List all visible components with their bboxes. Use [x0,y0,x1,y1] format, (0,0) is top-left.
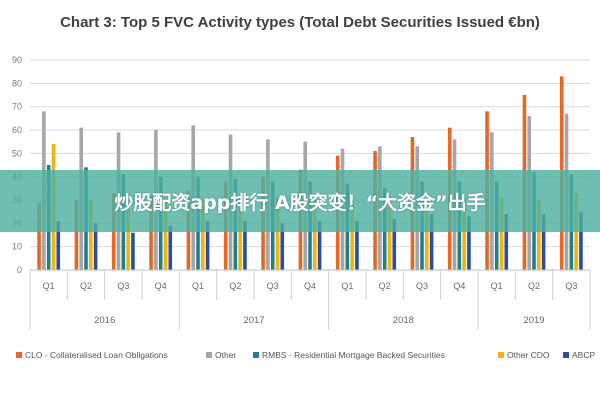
bar [429,214,434,270]
bar [462,197,466,270]
x-tick-label: Q3 [565,281,577,291]
bar [149,195,153,270]
bar [168,225,173,270]
bar [317,221,322,270]
x-tick-label: Q1 [341,281,353,291]
bar [541,214,546,270]
legend-label: CLO - Collateralised Loan Obligations [25,350,168,360]
y-tick-label: 60 [12,125,22,135]
legend-swatch [206,352,212,358]
x-tick-label: Q1 [43,281,55,291]
x-tick-label: Q2 [528,281,540,291]
bar [201,200,205,270]
bar [238,195,242,270]
bar [74,200,79,270]
x-axis: Q1 Q2 Q3 Q4 Q1 Q2 Q3 Q4 Q1 Q2 Q3 Q4 Q1 Q2 Q3 2016 2017 20… [29,269,591,330]
bar [93,223,98,270]
y-tick-label: 10 [12,242,22,252]
bar [163,197,168,270]
year-label: 2019 [523,315,544,326]
y-axis-ticks: 0102030405060708090 [12,55,22,275]
bar [504,214,509,270]
bar [392,218,397,270]
bar [243,221,247,270]
x-tick-label: Q1 [192,281,204,291]
legend-label: Other CDO [507,350,550,360]
year-label: 2017 [243,315,264,326]
x-tick-label: Q4 [304,281,316,291]
bar [313,200,317,270]
y-tick-label: 80 [12,78,22,88]
x-tick-label: Q2 [80,281,92,291]
year-label: 2016 [94,315,115,326]
x-tick-label: Q2 [229,281,241,291]
x-tick-label: Q1 [491,281,503,291]
legend-label: Other [215,350,236,360]
bar [56,221,61,270]
y-tick-label: 0 [17,265,22,275]
legend-label: RMBS - Residential Mortgage Backed Secur… [262,350,445,360]
bar [89,200,93,270]
x-tick-label: Q2 [379,281,391,291]
x-tick-label: Q3 [416,281,428,291]
overlay-banner-text: 炒股配资app排行 A股突变！“大资金”出手 [114,191,486,214]
bar [350,200,354,270]
bar [499,197,504,270]
bar [467,216,471,270]
bar [579,211,583,270]
legend: CLO - Collateralised Loan Obligations Oth… [16,350,595,360]
x-tick-label: Q3 [117,281,129,291]
bar [131,232,135,270]
bar [280,223,285,270]
bar [275,197,280,270]
overlay-banner[interactable]: 炒股配资app排行 A股突变！“大资金”出手 [0,170,600,232]
bar [387,197,392,270]
bar [205,221,210,270]
bar [355,221,359,270]
x-tick-label: Q4 [155,281,167,291]
x-tick-label: Q3 [267,281,279,291]
bar [126,207,130,270]
bar [425,200,429,270]
chart-title: Chart 3: Top 5 FVC Activity types (Total… [60,14,540,31]
bar [537,200,541,270]
legend-swatch [253,352,259,358]
year-label: 2018 [393,315,414,326]
bar [37,202,41,270]
legend-swatch [498,352,504,358]
legend-swatch [563,352,569,358]
y-tick-label: 50 [12,148,22,158]
legend-label: ABCP [572,350,595,360]
x-tick-label: Q4 [453,281,465,291]
legend-swatch [16,352,22,358]
y-tick-label: 90 [12,55,22,65]
y-tick-label: 70 [12,102,22,112]
